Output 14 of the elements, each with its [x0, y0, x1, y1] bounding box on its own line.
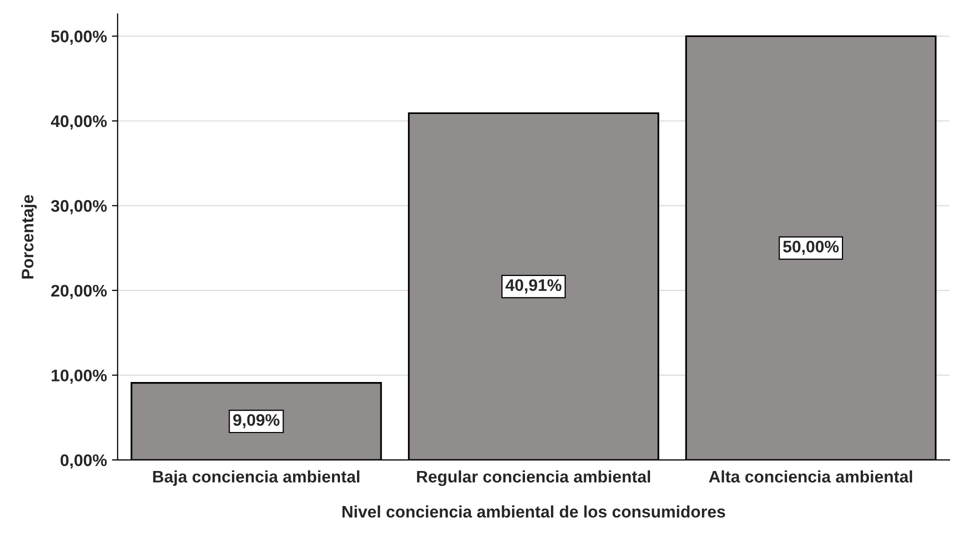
y-tick-label: 0,00%	[60, 454, 107, 469]
data-label: 50,00%	[783, 240, 839, 255]
y-tick-label: 30,00%	[51, 200, 107, 214]
y-tick-label: 40,00%	[50, 115, 107, 130]
data-label: 9,09%	[233, 414, 280, 428]
x-tick-label: Regular conciencia ambiental	[417, 470, 650, 486]
y-axis-title: Porcentaje	[21, 194, 37, 279]
x-tick-label: Alta conciencia ambiental	[708, 470, 912, 483]
y-tick-label: 10,00%	[52, 370, 107, 384]
x-tick-label: Baja conciencia ambiental	[153, 470, 360, 486]
data-label: 40,91%	[506, 279, 562, 294]
y-tick-label: 20,00%	[51, 284, 107, 300]
y-tick-label: 50,00%	[51, 30, 107, 45]
x-axis-title: Nivel conciencia ambiental de los consumidores	[342, 505, 726, 518]
